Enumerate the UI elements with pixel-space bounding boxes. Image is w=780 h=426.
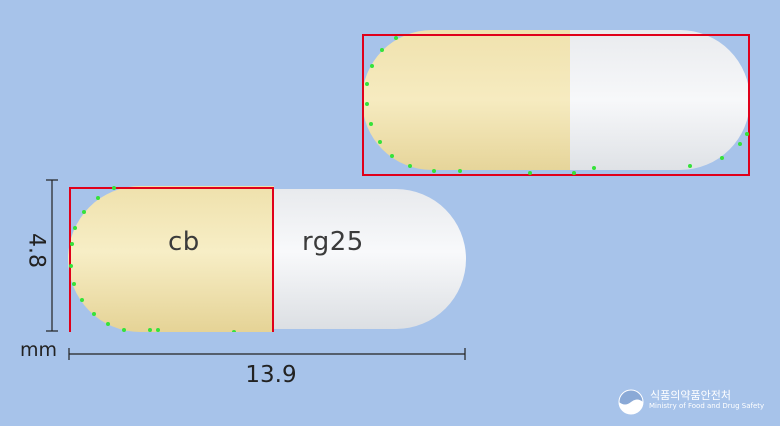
imprint-cap-text: cb [168,227,200,257]
capsule-cap-yellow [362,30,570,170]
unit-label: mm [20,339,58,361]
capsule-front-view [68,186,466,332]
agency-name-en: Ministry of Food and Drug Safety [649,402,765,410]
capsule-cap-yellow [68,186,274,332]
agency-logo-icon [618,389,644,415]
imprint-body-text: rg25 [302,227,364,257]
height-label: 4.8 [23,233,49,268]
capsule-body-white [567,30,750,170]
detection-box-top [362,34,750,176]
capsule-top-view [362,30,750,176]
contour-points-front [69,186,236,332]
detection-box-front [69,187,274,332]
agency-name-ko: 식품의약품안전처 [650,389,731,402]
length-label: 13.9 [245,362,297,388]
capsule-body-white [268,189,466,329]
contour-points-top [365,36,749,175]
